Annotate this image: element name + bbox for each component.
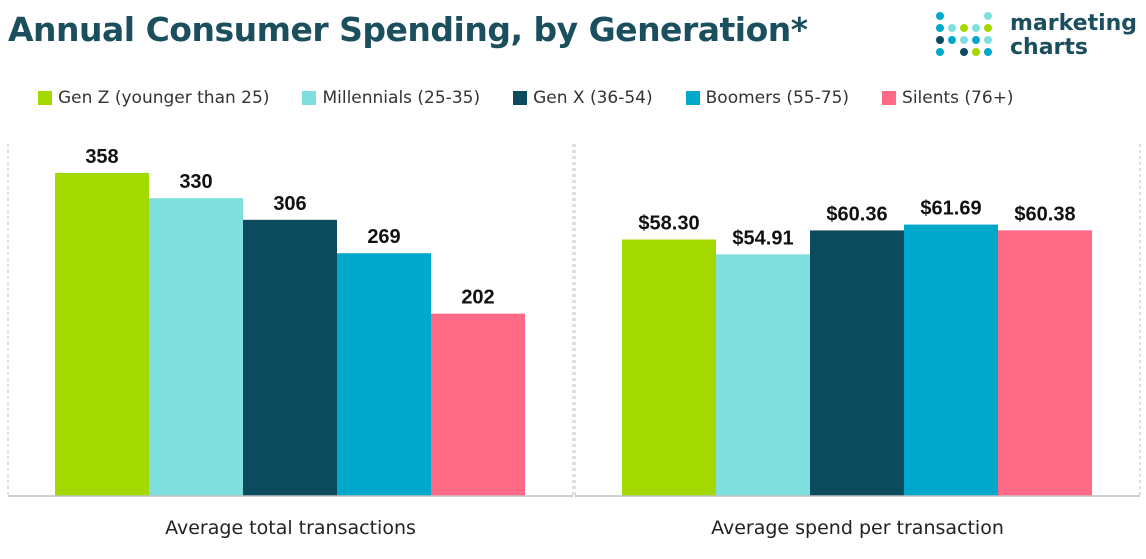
- logo-dots-icon: [936, 12, 992, 56]
- data-label: $61.69: [920, 198, 981, 220]
- x-axis-label: Average total transactions: [165, 517, 416, 539]
- legend-label: Gen Z (younger than 25): [58, 88, 270, 108]
- legend-item-silents: Silents (76+): [882, 88, 1014, 108]
- legend-swatch: [38, 91, 52, 105]
- data-label: 202: [461, 287, 494, 309]
- data-label: $60.36: [826, 203, 887, 225]
- data-label: $54.91: [732, 227, 793, 249]
- bar-chart: 358 330 306 269 202 Average total transaction…: [7, 144, 1141, 539]
- legend-item-boomers: Boomers (55-75): [685, 88, 850, 108]
- chart-panel-2: $58.30 $54.91 $60.36 $61.69 $60.38 Average sp…: [574, 144, 1141, 539]
- legend-item-gen-x: Gen X (36-54): [513, 88, 653, 108]
- marketing-charts-logo: marketing charts: [934, 10, 1144, 70]
- bar-5: [431, 313, 525, 496]
- logo-wordmark: marketing charts: [1010, 12, 1137, 60]
- bar-2: [149, 198, 243, 496]
- legend-swatch: [513, 91, 528, 105]
- legend-swatch: [882, 91, 897, 105]
- bar-3: [243, 219, 337, 497]
- bar-2: [716, 254, 810, 496]
- x-axis-label: Average spend per transaction: [711, 517, 1004, 539]
- data-label: 358: [85, 146, 118, 168]
- data-label: $58.30: [638, 212, 699, 234]
- bar-4: [904, 224, 998, 496]
- logo-line-2: charts: [1010, 35, 1089, 60]
- legend-swatch: [685, 91, 700, 105]
- bar-3: [810, 230, 904, 496]
- legend-item-gen-z: Gen Z (younger than 25): [38, 88, 269, 108]
- legend: Gen Z (younger than 25) Millennials (25-…: [38, 86, 1047, 110]
- chart-title: Annual Consumer Spending, by Generation*: [8, 10, 808, 49]
- bar-1: [55, 172, 149, 496]
- legend-label: Boomers (55-75): [705, 88, 850, 108]
- data-label: 306: [273, 193, 306, 215]
- bar-1: [622, 239, 716, 496]
- legend-label: Millennials (25-35): [322, 88, 481, 108]
- logo-line-1: marketing: [1010, 11, 1138, 36]
- bar-4: [337, 253, 431, 496]
- legend-swatch: [302, 91, 317, 105]
- legend-label: Silents (76+): [902, 88, 1014, 108]
- data-label: 330: [179, 171, 212, 193]
- legend-item-millennials: Millennials (25-35): [302, 88, 480, 108]
- chart-panel-1: 358 330 306 269 202 Average total transaction…: [7, 144, 574, 539]
- data-label: $60.38: [1014, 203, 1075, 225]
- legend-label: Gen X (36-54): [533, 88, 653, 108]
- bar-5: [998, 230, 1092, 496]
- data-label: 269: [367, 226, 400, 248]
